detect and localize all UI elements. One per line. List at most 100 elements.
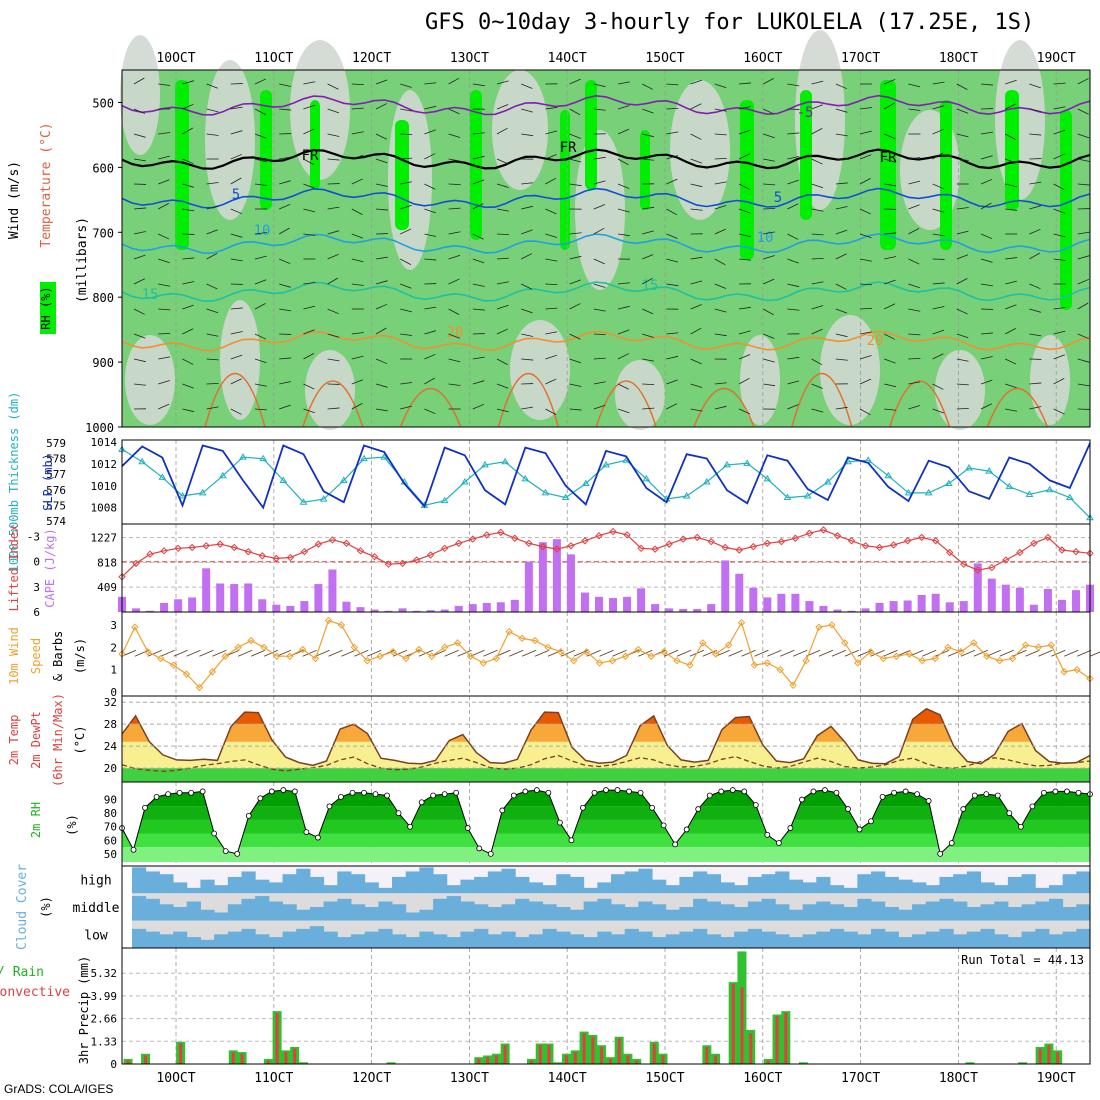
cloud-cell	[159, 904, 174, 921]
wind-barb	[884, 303, 896, 310]
precip-convective-bar	[1047, 1045, 1051, 1064]
wind-barb	[980, 379, 993, 385]
rh-point	[476, 845, 483, 852]
wind-barb	[448, 183, 461, 186]
cloud-cell	[857, 934, 872, 948]
cape-bar	[805, 601, 814, 612]
wind-barb	[1077, 255, 1090, 260]
wind-barb	[158, 203, 169, 210]
cloud-cell	[1048, 885, 1064, 894]
cape-bar	[370, 609, 379, 612]
wind-barb	[642, 133, 654, 138]
cloud-cell	[296, 868, 311, 894]
wind-barb	[158, 403, 170, 410]
cape-bar	[707, 604, 716, 612]
wind-barb	[884, 158, 896, 163]
cloud-cell	[433, 898, 448, 921]
wind-barb	[980, 403, 992, 410]
wind-barb	[448, 333, 460, 339]
wind-barb	[728, 649, 743, 657]
wind-barb	[303, 81, 316, 85]
lifted-index-point	[230, 543, 238, 552]
wind-barb	[424, 377, 435, 385]
wind-barb	[859, 355, 872, 360]
thickness-point	[904, 488, 913, 496]
wind-speed-point	[570, 656, 578, 665]
wind-barb	[714, 181, 727, 185]
wind-barb	[811, 128, 823, 135]
lifted-index-point	[286, 553, 295, 562]
wind-barb	[999, 649, 1014, 657]
cloud-cell	[460, 901, 475, 921]
cloud-cell	[268, 882, 284, 894]
wind-barb	[835, 108, 848, 113]
cloud-cell	[939, 898, 954, 921]
wind-barb	[690, 103, 702, 110]
wind-barb	[424, 233, 437, 237]
wind-barb	[1077, 231, 1090, 235]
lifted-index-point	[188, 543, 196, 552]
cape-tick-label: 818	[97, 556, 117, 569]
rh-moist-area	[1005, 90, 1019, 210]
cloud-cell	[802, 934, 817, 948]
cloud-cell	[1007, 876, 1023, 894]
rh-point	[338, 793, 344, 800]
wind-barb	[741, 649, 756, 657]
precip-convective-bar	[591, 1036, 595, 1064]
precip-convective-bar	[766, 1060, 770, 1064]
cloud-cell	[323, 901, 338, 921]
wind-barb	[254, 133, 267, 139]
wind-barb	[738, 354, 751, 360]
wind-barb	[1005, 328, 1016, 335]
wind-barb	[714, 108, 727, 112]
wind-speed-point	[647, 652, 655, 660]
isotherm-10	[121, 233, 1091, 254]
wind-barb	[702, 649, 717, 657]
cape-bar	[819, 605, 828, 612]
wind-barb	[738, 153, 750, 160]
wind-barb	[980, 258, 993, 263]
cloud-cell	[1076, 871, 1091, 894]
dewpoint-line	[121, 754, 1091, 773]
lifted-index-point	[777, 537, 786, 546]
wind-barb	[230, 233, 243, 238]
wind-barb	[158, 308, 171, 311]
cloud-cell	[309, 876, 325, 894]
wind-barb	[835, 133, 848, 137]
wind-speed-point	[298, 645, 307, 654]
cloud-cell	[474, 928, 489, 948]
wind-barb	[351, 83, 364, 86]
wind-speed-point	[1034, 643, 1043, 652]
wind-barb	[811, 305, 824, 310]
cloud-cell	[200, 909, 215, 921]
wind-speed-point	[247, 636, 255, 645]
wind-barb	[375, 208, 388, 211]
wind-barb	[569, 78, 581, 85]
wind-speed-point	[995, 656, 1004, 665]
cloud-cell	[392, 904, 407, 921]
cloud-cell	[583, 901, 598, 921]
wind-barb	[375, 133, 387, 140]
millibars-axis-label: (millibars)	[75, 217, 90, 303]
cloud-cell	[843, 887, 858, 894]
wind-barb	[617, 105, 630, 110]
wind-barb	[956, 108, 969, 114]
precip-convective-bar	[538, 1045, 542, 1064]
wind-barb	[642, 254, 654, 260]
wind-barb	[1005, 304, 1017, 310]
cape-bar	[833, 609, 842, 612]
lifted-index-point	[1016, 548, 1024, 557]
cloud-cell	[1021, 874, 1036, 894]
rh-point	[891, 789, 897, 796]
rh-point	[441, 791, 448, 798]
wind-barb	[763, 158, 776, 162]
rh-point	[418, 799, 425, 806]
wind-barb	[424, 129, 436, 135]
wind-barb	[569, 333, 581, 340]
bottom-x-tick-label: 14OCT	[548, 1071, 587, 1086]
cloud-cell	[652, 904, 667, 921]
rh-point	[741, 788, 748, 795]
cloud-cell	[1007, 937, 1023, 948]
thickness-line	[121, 448, 1091, 519]
cloud-cell	[898, 879, 913, 894]
